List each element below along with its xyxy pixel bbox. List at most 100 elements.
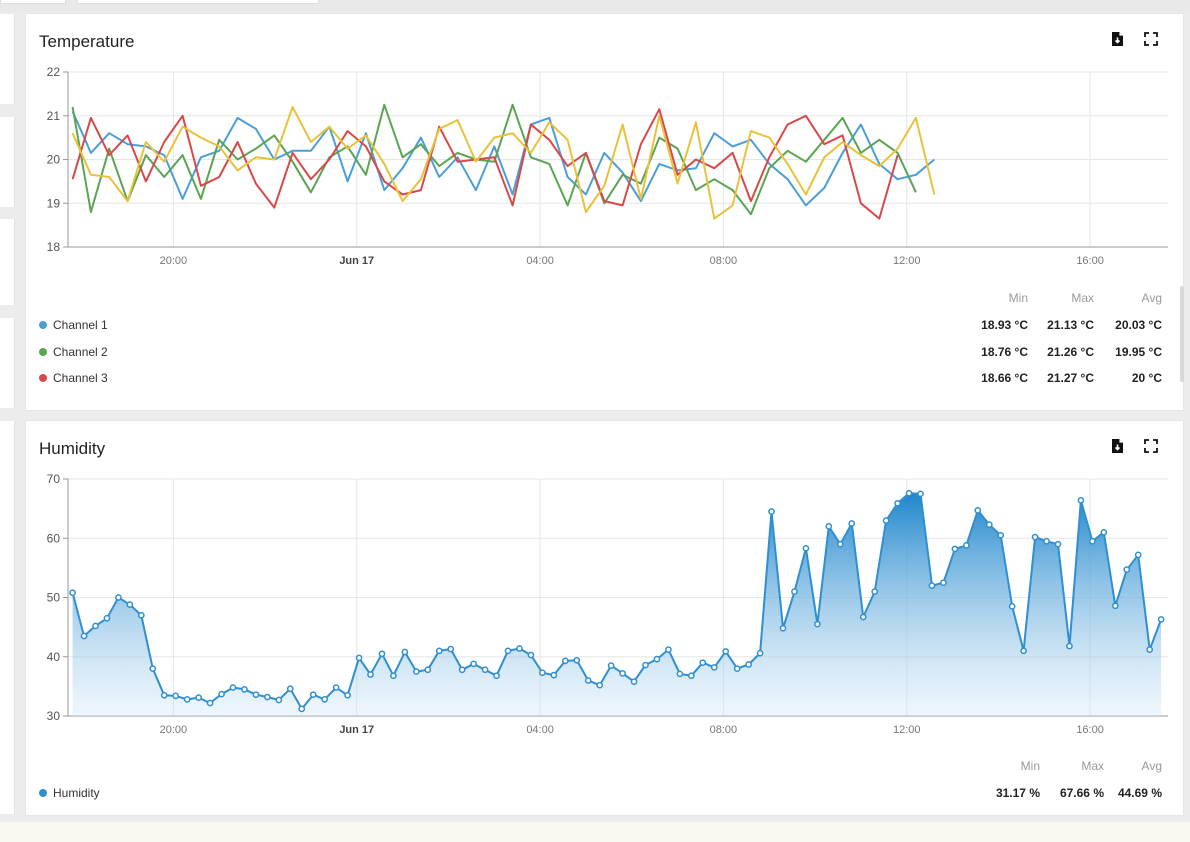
humidity-chart[interactable]: 30 40 50 60 70 20:00 Jun 17 04:00 08:00 12:00 16:0… (26, 466, 1183, 736)
data-point (550, 671, 558, 679)
panel-toolbar (1109, 438, 1159, 454)
panel-title: Temperature (39, 32, 135, 51)
data-point (619, 669, 626, 677)
data-point (424, 666, 432, 674)
legend-item-channel-1[interactable]: Channel 1 (39, 318, 108, 332)
data-point (584, 677, 592, 684)
data-point (665, 646, 672, 653)
data-point (1043, 537, 1050, 545)
y-tick-label: 22 (47, 65, 61, 79)
data-point (183, 696, 191, 703)
data-point (859, 613, 867, 621)
file-export-icon[interactable] (1109, 438, 1125, 454)
legend-item-channel-3[interactable]: Channel 3 (39, 371, 108, 385)
channel-3-min: 18.66 °C (981, 371, 1028, 385)
legend-header-max: Max (1071, 291, 1094, 305)
data-point (825, 523, 833, 530)
x-tick-label: 08:00 (710, 724, 738, 736)
data-point (218, 690, 225, 698)
series-color-dot (39, 321, 47, 329)
legend-item-channel-2[interactable]: Channel 2 (39, 345, 108, 359)
data-point (699, 659, 707, 667)
y-tick-label: 60 (47, 531, 61, 545)
data-point (985, 521, 993, 528)
data-point (573, 656, 581, 664)
x-tick-label: 12:00 (893, 724, 921, 736)
panel-title: Humidity (39, 439, 106, 458)
data-point (1077, 496, 1085, 504)
temperature-chart[interactable]: 18 19 20 21 22 20:00 Jun 17 04:00 08:00 12:00 16:0… (26, 59, 1183, 321)
humidity-min: 31.17 % (995, 786, 1040, 800)
channel-1-avg: 20.03 °C (1115, 318, 1162, 332)
data-point (401, 648, 409, 656)
series-line-channel-2 (71, 103, 917, 216)
fullscreen-icon[interactable] (1143, 31, 1159, 47)
sidebar-card (0, 318, 15, 408)
data-point (779, 624, 787, 632)
data-point (275, 696, 283, 704)
data-point (642, 661, 649, 669)
data-point (115, 594, 122, 601)
channel-2-max: 21.26 °C (1047, 345, 1094, 359)
data-point (687, 672, 695, 680)
x-tick-label: 20:00 (160, 255, 188, 267)
data-point (1146, 646, 1154, 653)
data-point (481, 666, 489, 674)
legend-header-min: Min (1020, 759, 1040, 773)
channel-1-min: 18.93 °C (981, 318, 1028, 332)
data-point (195, 694, 202, 701)
humidity-area (72, 493, 1162, 716)
channel-3-avg: 20 °C (1131, 371, 1162, 385)
data-point (1020, 647, 1027, 655)
data-point (539, 669, 546, 677)
fullscreen-icon[interactable] (1143, 438, 1159, 454)
legend-header-avg: Avg (1141, 759, 1162, 773)
data-point (172, 692, 180, 700)
data-point (92, 622, 99, 630)
legend-label: Channel 1 (53, 318, 108, 332)
channel-2-avg: 19.95 °C (1115, 345, 1162, 359)
data-point (344, 691, 351, 699)
y-tick-label: 30 (47, 709, 61, 723)
data-point (69, 589, 76, 597)
sidebar-card (0, 14, 15, 104)
data-point (676, 670, 684, 678)
humidity-panel: Humidity 30 40 50 60 70 20:00 Jun 17 04:00 08:00… (26, 421, 1183, 815)
legend-header-min: Min (1008, 291, 1028, 305)
data-point (940, 579, 947, 587)
data-point (871, 588, 879, 595)
data-point (309, 691, 317, 699)
data-point (1100, 528, 1108, 536)
y-tick-label: 70 (47, 472, 61, 486)
data-point (905, 489, 913, 497)
bottom-strip (0, 822, 1190, 842)
temperature-panel: Temperature 18 19 20 21 22 20:00 Jun 17 04:00 08… (26, 14, 1184, 410)
file-export-icon[interactable] (1109, 31, 1125, 47)
data-point (1066, 642, 1073, 650)
tab-ghost[interactable] (0, 0, 66, 4)
legend-scrollbar[interactable] (1180, 286, 1184, 382)
data-point (516, 645, 523, 652)
x-tick-label: 16:00 (1076, 724, 1104, 736)
data-point (917, 490, 924, 498)
data-point (126, 601, 134, 608)
legend-label: Channel 2 (53, 345, 108, 359)
x-tick-label: Jun 17 (339, 255, 374, 267)
humidity-max: 67.66 % (1059, 786, 1104, 800)
data-point (355, 654, 363, 662)
x-tick-label: Jun 17 (339, 724, 374, 736)
tab-ghost[interactable] (77, 0, 319, 4)
y-tick-label: 19 (47, 196, 61, 210)
data-point (80, 632, 88, 640)
x-tick-label: 08:00 (710, 255, 738, 267)
data-point (710, 664, 718, 671)
data-point (607, 662, 615, 669)
data-point (791, 588, 798, 595)
legend-item-humidity[interactable]: Humidity (39, 786, 100, 800)
series-color-dot (39, 348, 47, 356)
data-point (1157, 616, 1165, 623)
data-point (470, 660, 477, 668)
series-line-channel-4 (71, 106, 936, 220)
data-point (653, 655, 661, 663)
data-point (458, 666, 466, 674)
